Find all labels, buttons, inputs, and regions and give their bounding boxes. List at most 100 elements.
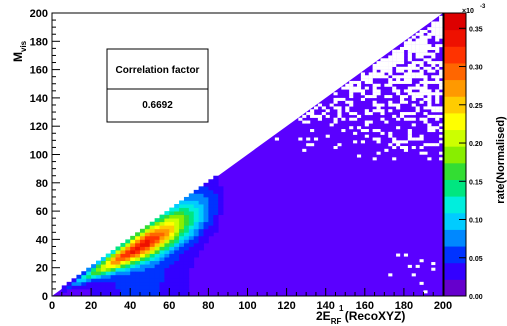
- empty-bin: [435, 106, 440, 110]
- heatmap-cell: [183, 278, 190, 283]
- empty-bin: [399, 146, 405, 150]
- empty-bin: [392, 75, 397, 79]
- empty-bin: [302, 148, 307, 152]
- heatmap-cell: [203, 221, 209, 226]
- heatmap-cell: [179, 271, 185, 276]
- empty-bin: [407, 38, 412, 42]
- heatmap-cell: [149, 235, 156, 240]
- empty-bin: [333, 120, 338, 124]
- empty-bin: [435, 100, 440, 104]
- heatmap-cell: [193, 218, 200, 223]
- heatmap-cell: [169, 250, 175, 254]
- heatmap-cell: [218, 186, 224, 191]
- heatmap-cell: [188, 239, 195, 244]
- empty-bin: [407, 52, 412, 56]
- heatmap-cell: [130, 250, 136, 254]
- empty-bin: [431, 75, 436, 79]
- heatmap-cell: [144, 253, 151, 258]
- heatmap-cell: [154, 228, 160, 233]
- empty-bin: [411, 86, 416, 90]
- heatmap-cell: [218, 204, 224, 208]
- heatmap-cell: [115, 278, 121, 283]
- heatmap-cell: [208, 204, 214, 208]
- heatmap-cell: [91, 278, 97, 283]
- y-tick-label: 160: [30, 65, 48, 77]
- heatmap-cell: [115, 253, 121, 258]
- empty-bin: [427, 61, 432, 65]
- empty-bin: [435, 117, 440, 121]
- heatmap-cell: [169, 257, 175, 262]
- heatmap-cell: [164, 221, 170, 226]
- empty-bin: [364, 86, 369, 90]
- heatmap-cell: [81, 281, 87, 286]
- heatmap-cell: [183, 214, 190, 219]
- heatmap-cell: [81, 285, 87, 290]
- empty-bin: [388, 66, 393, 70]
- heatmap-cell: [110, 285, 116, 290]
- heatmap-cell: [130, 235, 136, 240]
- empty-bin: [388, 131, 393, 135]
- empty-bin: [396, 126, 401, 130]
- empty-bin: [431, 29, 436, 34]
- heatmap-cell: [218, 207, 224, 212]
- empty-bin: [380, 75, 385, 79]
- heatmap-cell: [164, 242, 170, 247]
- annotation-value: 0.6692: [142, 100, 173, 111]
- heatmap-cell: [125, 292, 131, 297]
- empty-bin: [423, 75, 428, 79]
- heatmap-cell: [120, 250, 126, 254]
- heatmap-cell: [213, 211, 219, 216]
- heatmap-cell: [188, 214, 195, 219]
- heatmap-cell: [193, 189, 200, 194]
- empty-bin: [376, 89, 381, 93]
- empty-bin: [349, 89, 354, 93]
- empty-bin: [403, 117, 409, 121]
- empty-bin: [310, 109, 315, 113]
- heatmap-cell: [174, 253, 180, 258]
- heatmap-cell: [130, 271, 136, 276]
- heatmap-cell: [105, 257, 112, 262]
- heatmap-cell: [135, 235, 141, 240]
- heatmap-cell: [81, 271, 87, 276]
- color-scale-swatch: [444, 46, 466, 64]
- heatmap-cell: [183, 257, 190, 262]
- heatmap-cell: [105, 281, 112, 286]
- empty-bin: [411, 146, 416, 150]
- empty-bin: [419, 46, 424, 50]
- heatmap-cell: [149, 267, 156, 272]
- heatmap-cell: [125, 246, 131, 251]
- empty-bin: [431, 129, 436, 133]
- heatmap-cell: [120, 257, 126, 262]
- empty-bin: [407, 41, 412, 45]
- heatmap-cell: [218, 196, 224, 201]
- heatmap-cell: [139, 285, 146, 290]
- y-axis-label-main: M: [11, 52, 25, 62]
- empty-bin: [431, 46, 436, 50]
- color-scale-swatch: [444, 212, 466, 230]
- heatmap-cell: [174, 271, 180, 276]
- empty-bin: [368, 112, 373, 116]
- heatmap-cell: [95, 288, 102, 293]
- empty-bin: [423, 41, 428, 45]
- empty-bin: [376, 83, 381, 87]
- heatmap-cell: [149, 271, 156, 276]
- x-tick-label: 0: [49, 300, 55, 312]
- empty-bin: [411, 72, 416, 76]
- heatmap-cell: [120, 285, 126, 290]
- heatmap-cell: [144, 235, 151, 240]
- heatmap-cell: [154, 257, 160, 262]
- heatmap-cell: [149, 292, 156, 297]
- correlation-annotation-box: Correlation factor 0.6692: [106, 48, 209, 123]
- y-axis-label: Mvis: [11, 40, 28, 62]
- empty-bin: [439, 24, 444, 28]
- empty-bin: [411, 49, 416, 53]
- empty-bin: [376, 63, 381, 67]
- heatmap-cell: [154, 281, 160, 286]
- heatmap-cell: [164, 264, 170, 269]
- heatmap-cell: [110, 288, 116, 293]
- heatmap-cell: [164, 257, 170, 262]
- heatmap-cell: [179, 232, 185, 237]
- heatmap-cell: [130, 246, 136, 251]
- heatmap-cell: [135, 267, 141, 272]
- heatmap-cell: [203, 207, 209, 212]
